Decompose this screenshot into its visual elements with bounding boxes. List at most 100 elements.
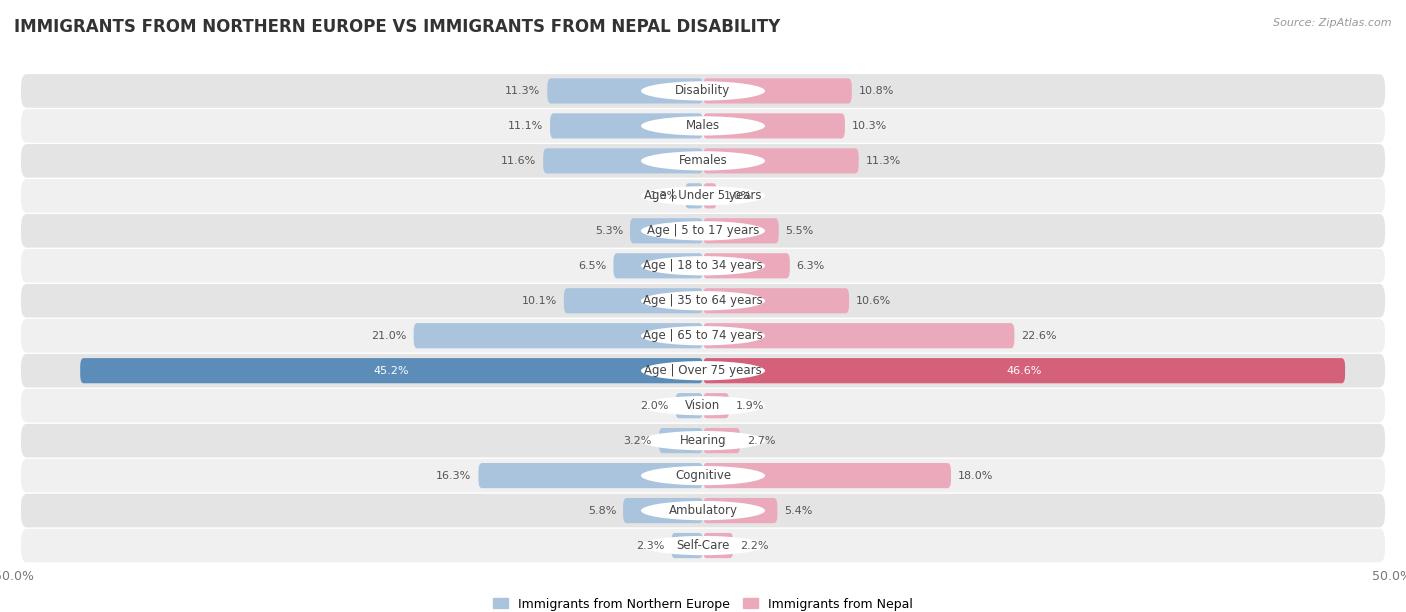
Ellipse shape [641,396,765,416]
Text: Age | Over 75 years: Age | Over 75 years [644,364,762,377]
Text: Males: Males [686,119,720,132]
FancyBboxPatch shape [630,218,703,244]
Text: 46.6%: 46.6% [1007,366,1042,376]
FancyBboxPatch shape [21,284,1385,318]
FancyBboxPatch shape [80,358,703,383]
Ellipse shape [641,221,765,241]
FancyBboxPatch shape [703,428,740,453]
FancyBboxPatch shape [703,218,779,244]
Text: 5.4%: 5.4% [785,506,813,515]
Text: 10.1%: 10.1% [522,296,557,306]
Ellipse shape [641,256,765,275]
Text: 10.8%: 10.8% [859,86,894,96]
FancyBboxPatch shape [21,319,1385,353]
Text: 3.2%: 3.2% [624,436,652,446]
FancyBboxPatch shape [543,148,703,173]
Text: 10.3%: 10.3% [852,121,887,131]
FancyBboxPatch shape [21,424,1385,457]
Text: 11.6%: 11.6% [501,156,536,166]
Text: 5.8%: 5.8% [588,506,616,515]
FancyBboxPatch shape [703,78,852,103]
FancyBboxPatch shape [703,288,849,313]
FancyBboxPatch shape [703,498,778,523]
FancyBboxPatch shape [703,253,790,278]
Text: 5.3%: 5.3% [595,226,623,236]
FancyBboxPatch shape [21,179,1385,212]
Ellipse shape [641,116,765,135]
Text: 2.7%: 2.7% [747,436,776,446]
FancyBboxPatch shape [21,74,1385,108]
Text: Ambulatory: Ambulatory [668,504,738,517]
Text: 16.3%: 16.3% [436,471,471,480]
Ellipse shape [641,151,765,171]
FancyBboxPatch shape [703,113,845,138]
Ellipse shape [641,501,765,520]
Text: Self-Care: Self-Care [676,539,730,552]
FancyBboxPatch shape [21,494,1385,528]
Text: IMMIGRANTS FROM NORTHERN EUROPE VS IMMIGRANTS FROM NEPAL DISABILITY: IMMIGRANTS FROM NORTHERN EUROPE VS IMMIG… [14,18,780,36]
FancyBboxPatch shape [21,109,1385,143]
Ellipse shape [641,326,765,345]
Ellipse shape [641,466,765,485]
Text: Hearing: Hearing [679,434,727,447]
FancyBboxPatch shape [547,78,703,103]
Ellipse shape [641,81,765,100]
FancyBboxPatch shape [550,113,703,138]
FancyBboxPatch shape [21,459,1385,493]
Ellipse shape [641,431,765,450]
Text: Females: Females [679,154,727,167]
Text: Cognitive: Cognitive [675,469,731,482]
Ellipse shape [641,361,765,380]
Text: 11.3%: 11.3% [866,156,901,166]
FancyBboxPatch shape [703,358,1346,383]
Text: 10.6%: 10.6% [856,296,891,306]
Text: Age | 35 to 64 years: Age | 35 to 64 years [643,294,763,307]
FancyBboxPatch shape [703,148,859,173]
Text: 2.0%: 2.0% [640,401,669,411]
Text: 1.0%: 1.0% [724,191,752,201]
Text: 2.2%: 2.2% [740,540,769,551]
Legend: Immigrants from Northern Europe, Immigrants from Nepal: Immigrants from Northern Europe, Immigra… [488,592,918,612]
FancyBboxPatch shape [21,144,1385,177]
Text: 11.1%: 11.1% [508,121,543,131]
Text: 18.0%: 18.0% [957,471,993,480]
Text: 2.3%: 2.3% [636,540,665,551]
FancyBboxPatch shape [478,463,703,488]
FancyBboxPatch shape [564,288,703,313]
Text: Source: ZipAtlas.com: Source: ZipAtlas.com [1274,18,1392,28]
FancyBboxPatch shape [21,389,1385,422]
FancyBboxPatch shape [703,183,717,209]
FancyBboxPatch shape [703,533,734,558]
FancyBboxPatch shape [623,498,703,523]
Text: Vision: Vision [685,399,721,412]
Text: Age | 5 to 17 years: Age | 5 to 17 years [647,225,759,237]
Text: Age | 65 to 74 years: Age | 65 to 74 years [643,329,763,342]
FancyBboxPatch shape [21,214,1385,248]
Text: 11.3%: 11.3% [505,86,540,96]
Text: Age | 18 to 34 years: Age | 18 to 34 years [643,259,763,272]
FancyBboxPatch shape [21,249,1385,283]
Ellipse shape [641,291,765,310]
Text: 1.9%: 1.9% [737,401,765,411]
FancyBboxPatch shape [21,529,1385,562]
FancyBboxPatch shape [703,463,950,488]
FancyBboxPatch shape [413,323,703,348]
FancyBboxPatch shape [21,354,1385,387]
Text: 21.0%: 21.0% [371,330,406,341]
Ellipse shape [641,186,765,206]
Text: 22.6%: 22.6% [1021,330,1057,341]
FancyBboxPatch shape [703,323,1014,348]
FancyBboxPatch shape [703,393,730,418]
FancyBboxPatch shape [659,428,703,453]
Ellipse shape [641,536,765,555]
FancyBboxPatch shape [671,533,703,558]
Text: Disability: Disability [675,84,731,97]
Text: Age | Under 5 years: Age | Under 5 years [644,189,762,203]
FancyBboxPatch shape [685,183,703,209]
Text: 45.2%: 45.2% [374,366,409,376]
Text: 5.5%: 5.5% [786,226,814,236]
FancyBboxPatch shape [613,253,703,278]
Text: 1.3%: 1.3% [650,191,678,201]
Text: 6.3%: 6.3% [797,261,825,271]
Text: 6.5%: 6.5% [578,261,606,271]
